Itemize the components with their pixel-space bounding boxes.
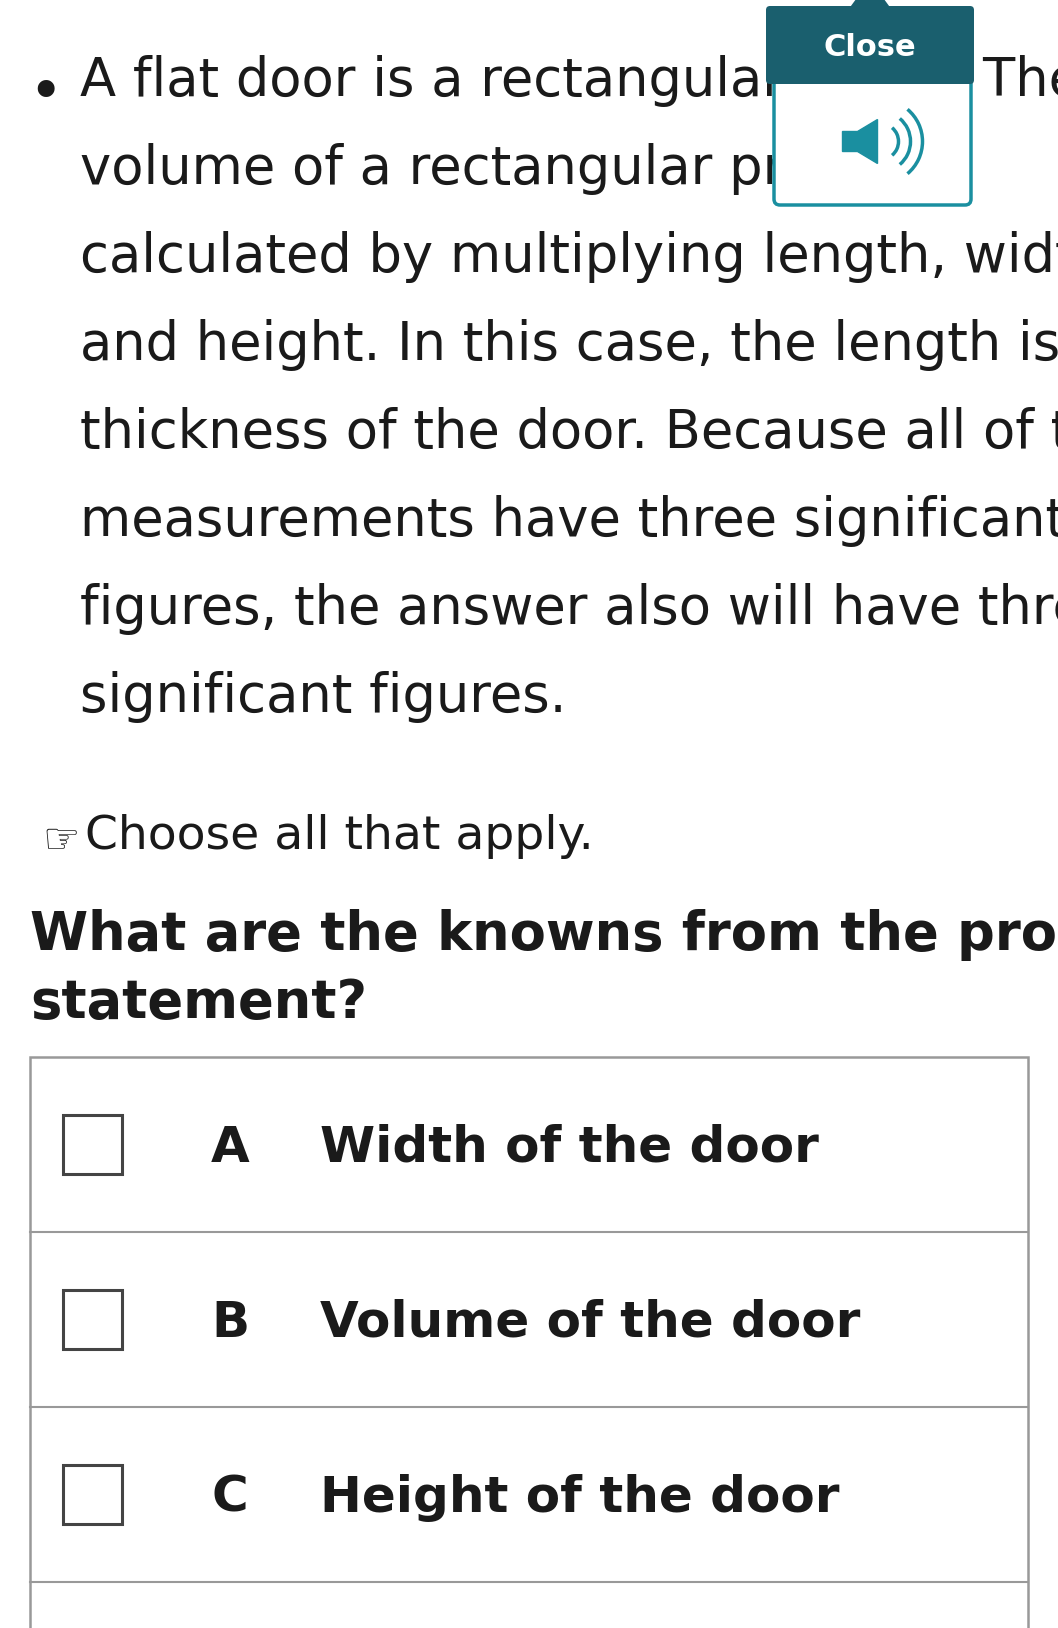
Polygon shape xyxy=(842,119,877,163)
Text: statement?: statement? xyxy=(30,977,367,1029)
Text: B: B xyxy=(211,1299,249,1346)
Polygon shape xyxy=(849,0,892,10)
Text: Close: Close xyxy=(824,33,916,62)
Text: volume of a rectangular prism is: volume of a rectangular prism is xyxy=(80,143,937,195)
Text: thickness of the door. Because all of the: thickness of the door. Because all of th… xyxy=(80,407,1058,459)
Text: •: • xyxy=(28,65,62,122)
FancyBboxPatch shape xyxy=(63,1465,122,1524)
Text: A flat door is a rectangular prism. The: A flat door is a rectangular prism. The xyxy=(80,55,1058,107)
FancyBboxPatch shape xyxy=(774,78,971,205)
Text: Choose all that apply.: Choose all that apply. xyxy=(85,814,594,860)
Text: C: C xyxy=(212,1473,249,1522)
FancyBboxPatch shape xyxy=(766,7,974,85)
Text: significant figures.: significant figures. xyxy=(80,671,566,723)
Text: measurements have three significant: measurements have three significant xyxy=(80,495,1058,547)
Text: ☞: ☞ xyxy=(42,819,79,861)
Text: and height. In this case, the length is the: and height. In this case, the length is … xyxy=(80,319,1058,371)
Text: What are the knowns from the problem: What are the knowns from the problem xyxy=(30,908,1058,961)
FancyBboxPatch shape xyxy=(63,1115,122,1174)
FancyBboxPatch shape xyxy=(30,1058,1028,1628)
FancyBboxPatch shape xyxy=(63,1291,122,1350)
Text: Volume of the door: Volume of the door xyxy=(320,1299,860,1346)
Text: Width of the door: Width of the door xyxy=(320,1123,819,1172)
Text: figures, the answer also will have three: figures, the answer also will have three xyxy=(80,583,1058,635)
Text: A: A xyxy=(211,1123,250,1172)
Text: Height of the door: Height of the door xyxy=(320,1473,839,1522)
Text: calculated by multiplying length, width,: calculated by multiplying length, width, xyxy=(80,231,1058,283)
